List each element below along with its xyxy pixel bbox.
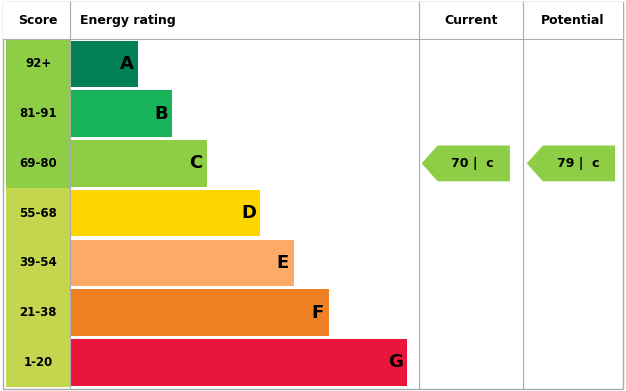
Bar [70, 41, 138, 87]
Text: B: B [154, 105, 168, 123]
Bar [70, 240, 294, 286]
Polygon shape [526, 145, 615, 181]
Text: Energy rating: Energy rating [80, 14, 175, 27]
Text: F: F [311, 303, 324, 321]
Text: Potential: Potential [541, 14, 605, 27]
Text: 79 |  c: 79 | c [557, 157, 599, 170]
Text: 92+: 92+ [25, 57, 51, 70]
Text: Score: Score [18, 14, 58, 27]
Text: 1-20: 1-20 [24, 356, 53, 369]
Polygon shape [421, 145, 510, 181]
Text: 39-54: 39-54 [19, 256, 57, 269]
Text: 55-68: 55-68 [19, 206, 57, 220]
Bar [6, 288, 70, 337]
Text: A: A [120, 55, 133, 73]
Text: 70 |  c: 70 | c [451, 157, 494, 170]
Bar [70, 339, 407, 386]
Text: 81-91: 81-91 [19, 107, 57, 120]
Text: 69-80: 69-80 [19, 157, 57, 170]
Bar [6, 188, 70, 238]
Bar [6, 238, 70, 288]
Bar [6, 138, 70, 188]
Bar [70, 140, 207, 187]
Text: G: G [388, 353, 403, 371]
Bar [70, 289, 329, 336]
Bar [6, 89, 70, 138]
Bar [3, 2, 623, 39]
Text: C: C [188, 154, 202, 172]
Bar [70, 190, 260, 237]
Text: 21-38: 21-38 [19, 306, 57, 319]
Text: Current: Current [444, 14, 498, 27]
Text: D: D [241, 204, 256, 222]
Bar [70, 90, 172, 137]
Bar [6, 337, 70, 387]
Text: E: E [277, 254, 289, 272]
Bar [6, 39, 70, 89]
